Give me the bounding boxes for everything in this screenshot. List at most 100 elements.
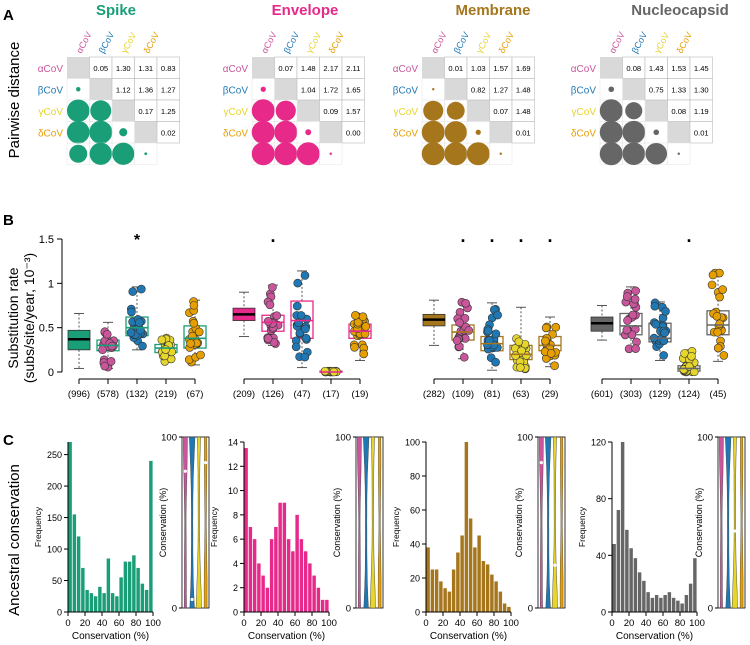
violin-y-label: Conservation (%): [694, 488, 704, 558]
histogram-bar: [252, 539, 257, 612]
distance-value: 1.48: [516, 85, 531, 94]
data-point: [138, 341, 147, 351]
sample-count: (132): [126, 389, 148, 400]
distance-value: 0.07: [278, 64, 293, 73]
row-label: δCoV: [571, 128, 596, 139]
circle-cell: [667, 142, 691, 165]
violin-median: [539, 461, 543, 465]
histogram-bar: [102, 593, 106, 612]
data-point: [708, 270, 718, 280]
violin-y-tick-label: 0: [346, 604, 351, 615]
column-label: βCoV: [282, 30, 301, 55]
violin-median: [190, 597, 194, 602]
boxplot-group-nucleocapsid: (601) (303) (129) (124). (45): [590, 226, 730, 400]
data-point: [127, 307, 136, 317]
row-label: γCoV: [224, 107, 249, 118]
value-cell: [341, 121, 365, 144]
histogram-bar: [261, 575, 265, 612]
data-point: [651, 320, 661, 329]
distance-value: 1.57: [346, 107, 361, 116]
histogram-bar: [291, 551, 295, 612]
row-label: γCoV: [39, 107, 64, 118]
violin-y-tick-label: 100: [517, 433, 533, 444]
histogram-bar: [274, 527, 278, 612]
significance-mark: .: [686, 226, 691, 246]
histogram-bar: [646, 592, 650, 612]
data-point: [300, 352, 310, 362]
data-point: [511, 351, 520, 360]
distance-circle: [305, 129, 312, 136]
data-point: [126, 328, 136, 337]
violin-y-tick-label: 0: [172, 604, 177, 615]
diagonal-cell: [422, 57, 445, 79]
data-point: [189, 300, 199, 310]
violin-shape: [189, 436, 196, 609]
column-label: αCoV: [74, 30, 93, 55]
diagonal-cell: [600, 57, 623, 79]
data-point: [661, 307, 670, 316]
y-tick-label: 40: [410, 540, 420, 550]
data-point: [452, 336, 462, 345]
data-point: [100, 361, 109, 371]
y-tick-label: 100: [47, 545, 62, 555]
distance-value: 1.27: [161, 85, 176, 94]
y-tick-label: 1.5: [39, 234, 54, 246]
x-tick-label: 80: [307, 618, 318, 629]
significance-mark: .: [460, 226, 465, 246]
panel-a-letter: A: [3, 7, 14, 24]
diagonal-cell: [274, 78, 297, 100]
distance-circle: [423, 100, 444, 121]
significance-mark: .: [518, 226, 523, 246]
distance-circle: [653, 129, 660, 136]
histogram-bar: [637, 572, 642, 612]
data-point: [707, 280, 717, 290]
data-point: [106, 357, 116, 366]
boxplot-group-spike: (996) (578) (132) * (219) (67): [67, 232, 207, 400]
x-tick-label: 60: [472, 618, 483, 629]
histogram-bar: [490, 574, 494, 612]
distance-value: 1.45: [694, 64, 709, 73]
distance-value: 0.00: [346, 128, 361, 137]
histogram-bar: [443, 588, 447, 612]
distance-circle: [89, 120, 113, 144]
data-point: [459, 352, 469, 362]
x-tick-label: 20: [624, 618, 635, 629]
distance-circle: [251, 142, 275, 166]
sample-count: (303): [620, 389, 642, 400]
distance-value: 0.17: [138, 107, 153, 116]
data-point: [350, 342, 359, 352]
x-tick-label: 40: [273, 618, 284, 629]
histogram-bar: [629, 548, 633, 612]
circle-cell: [319, 142, 343, 165]
violin-y-label: Conservation (%): [158, 488, 168, 558]
sample-count: (129): [649, 389, 671, 400]
histogram-bar: [144, 589, 149, 612]
histogram-bar: [616, 510, 621, 612]
distance-value: 1.03: [471, 64, 486, 73]
distance-value: 0.01: [516, 128, 531, 137]
distance-circle: [599, 142, 623, 166]
distance-value: 1.57: [493, 64, 508, 73]
x-tick-label: 20: [438, 618, 449, 629]
column-label: γCoV: [304, 31, 323, 55]
data-point: [194, 327, 204, 337]
sample-count: (29): [542, 389, 559, 400]
histogram-bar: [612, 544, 616, 612]
distance-circle: [608, 86, 615, 93]
significance-mark: .: [547, 226, 552, 246]
y-tick-label: 150: [47, 513, 62, 523]
violin-median: [733, 529, 737, 533]
y-tick-label: 1: [48, 278, 54, 290]
histogram-bar: [132, 555, 136, 612]
distance-circle: [296, 142, 320, 166]
distance-value: 0.75: [649, 85, 664, 94]
x-tick-label: 60: [290, 618, 301, 629]
y-tick-label: 10: [228, 486, 238, 496]
y-tick-label: 100: [405, 438, 420, 448]
distance-circle: [144, 152, 148, 156]
distance-circle: [625, 102, 643, 120]
histogram-y-label: Frequency: [577, 506, 587, 547]
data-point: [718, 285, 727, 294]
distance-circle: [251, 120, 275, 144]
